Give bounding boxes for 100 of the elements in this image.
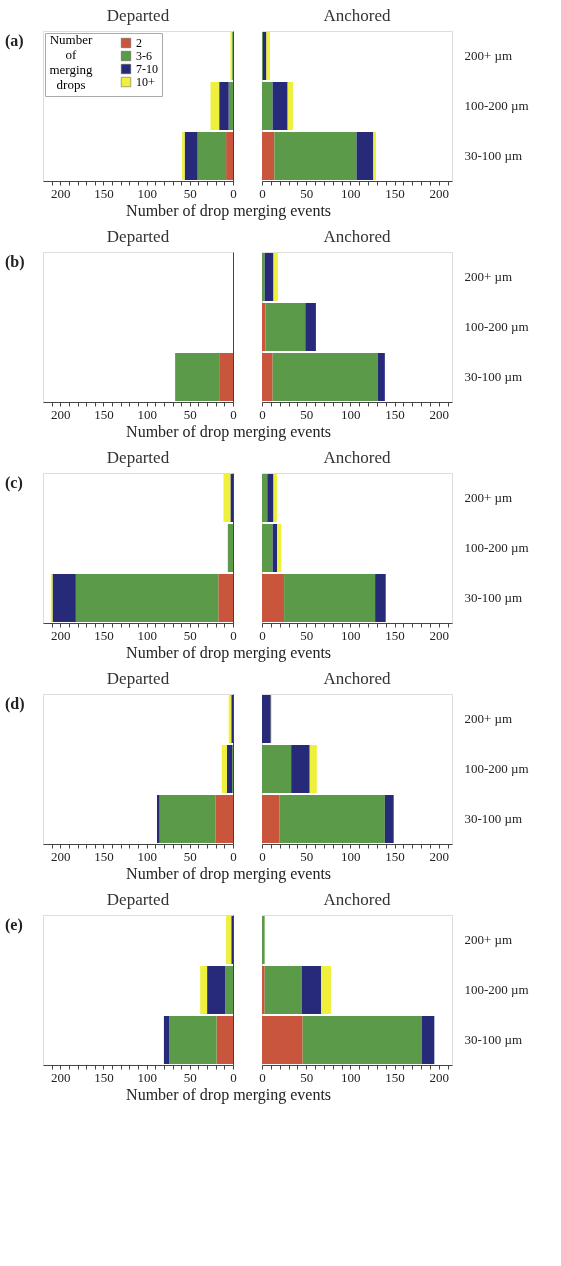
bar [227,524,233,572]
x-tick-label: 100 [341,848,361,864]
x-tick-label: 200 [429,185,449,201]
bar [157,795,160,843]
x-tick-label: 100 [137,185,157,201]
bar [262,253,265,301]
bar [384,795,394,843]
bar [215,795,233,843]
bar [262,1016,303,1064]
bar [272,524,278,572]
bar [225,966,233,1014]
bar [262,966,265,1014]
x-tick-label: 0 [259,185,266,201]
x-tick-label: 0 [230,1069,237,1085]
bar [262,916,265,964]
x-tick-label: 100 [341,185,361,201]
bar [163,1016,170,1064]
x-tick-label: 150 [94,1069,114,1085]
bar [262,574,285,622]
bar [265,303,306,351]
y-tick-label: 30-100 µm [464,148,523,163]
bar [230,474,233,522]
text: (a) [5,32,24,50]
x-axis-title: Number of drop merging events [126,864,332,883]
bar [279,795,385,843]
x-tick-label: 150 [385,406,405,422]
y-tick-label: 30-100 µm [464,811,523,826]
bar [228,82,233,130]
y-tick-label: 30-100 µm [464,590,523,605]
x-tick-label: 200 [429,627,449,643]
bar [75,574,219,622]
bar [226,745,233,793]
bar [262,303,266,351]
x-tick-label: 150 [385,1069,405,1085]
bar [321,966,331,1014]
x-axis-title: Number of drop merging events [126,422,332,441]
x-axis-title: Number of drop merging events [126,201,332,220]
x-tick-label: 100 [137,1069,157,1085]
x-tick-label: 150 [385,185,405,201]
chart-title: Anchored [323,227,392,246]
bar [182,132,185,180]
bar [262,745,292,793]
x-axis-title: Number of drop merging events [126,1085,332,1104]
y-tick-label: 200+ µm [464,490,513,505]
x-tick-label: 0 [230,185,237,201]
bar [216,1016,233,1064]
bar [302,1016,422,1064]
x-tick-label: 150 [94,406,114,422]
chart-title: Departed [106,6,170,25]
y-tick-label: 100-200 µm [464,98,529,113]
x-tick-label: 150 [385,627,405,643]
x-tick-label: 50 [300,627,314,643]
x-tick-label: 50 [183,1069,197,1085]
bar [262,695,271,743]
x-tick-label: 150 [94,627,114,643]
bar [266,32,270,80]
bar [272,82,288,130]
bar [264,253,274,301]
bar [197,132,227,180]
x-tick-label: 50 [183,406,197,422]
x-tick-label: 50 [183,185,197,201]
x-tick-label: 200 [51,185,71,201]
chart-title: Departed [106,227,170,246]
text: (d) [5,695,25,713]
bar [377,353,385,401]
x-tick-label: 0 [259,627,266,643]
x-tick-label: 200 [429,848,449,864]
bar [210,82,220,130]
text: (b) [5,253,25,271]
bar [262,795,280,843]
x-tick-label: 200 [51,406,71,422]
bar [226,916,232,964]
y-tick-label: 200+ µm [464,48,513,63]
x-tick-label: 150 [385,848,405,864]
x-tick-label: 200 [429,406,449,422]
bar [421,1016,435,1064]
x-tick-label: 0 [259,1069,266,1085]
bar [264,966,302,1014]
x-tick-label: 100 [137,406,157,422]
x-tick-label: 100 [341,406,361,422]
x-tick-label: 50 [183,627,197,643]
x-tick-label: 150 [94,848,114,864]
bar [272,353,378,401]
bar [309,745,317,793]
x-tick-label: 100 [137,848,157,864]
chart-title: Departed [106,890,170,909]
bar [221,745,227,793]
legend-label: 3-6 [136,49,152,63]
x-tick-label: 0 [259,848,266,864]
text: (c) [5,474,23,492]
bar [200,966,208,1014]
x-tick-label: 200 [51,848,71,864]
bar [373,132,376,180]
x-tick-label: 50 [300,406,314,422]
x-tick-label: 0 [230,627,237,643]
chart-title: Anchored [323,6,392,25]
bar [262,474,268,522]
y-tick-label: 30-100 µm [464,369,523,384]
y-tick-label: 200+ µm [464,711,513,726]
bar [159,795,216,843]
